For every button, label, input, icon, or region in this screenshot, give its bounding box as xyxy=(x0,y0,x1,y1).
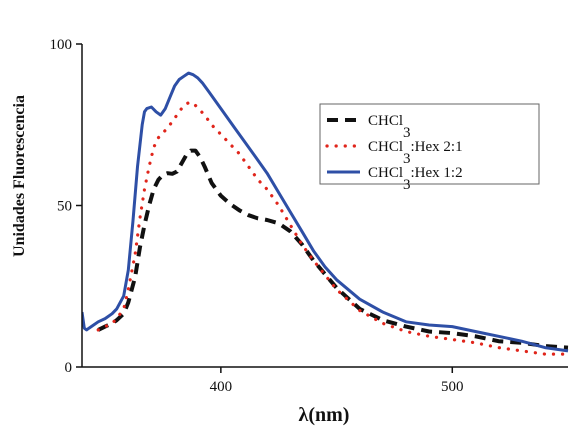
y-axis-title: Unidades Fluorescencia xyxy=(11,95,28,257)
series-line-3 xyxy=(82,71,569,353)
y-axis-ticks: 0 50 100 xyxy=(50,37,82,376)
plot-series xyxy=(82,71,570,356)
y-tick-label: 0 xyxy=(65,360,73,376)
legend-label-3: CHCl3:Hex 1:2 xyxy=(368,165,463,193)
x-axis-ticks: 400 500 xyxy=(210,367,464,395)
legend-label-1: CHCl3 xyxy=(368,113,411,141)
x-tick-label: 400 xyxy=(210,379,233,395)
x-axis-title: λ(nm) xyxy=(299,404,350,426)
legend-label-2: CHCl3:Hex 2:1 xyxy=(368,139,463,167)
y-tick-label: 100 xyxy=(50,37,73,53)
y-tick-label: 50 xyxy=(57,199,72,215)
series-line-2 xyxy=(96,100,570,356)
x-tick-label: 500 xyxy=(441,379,464,395)
